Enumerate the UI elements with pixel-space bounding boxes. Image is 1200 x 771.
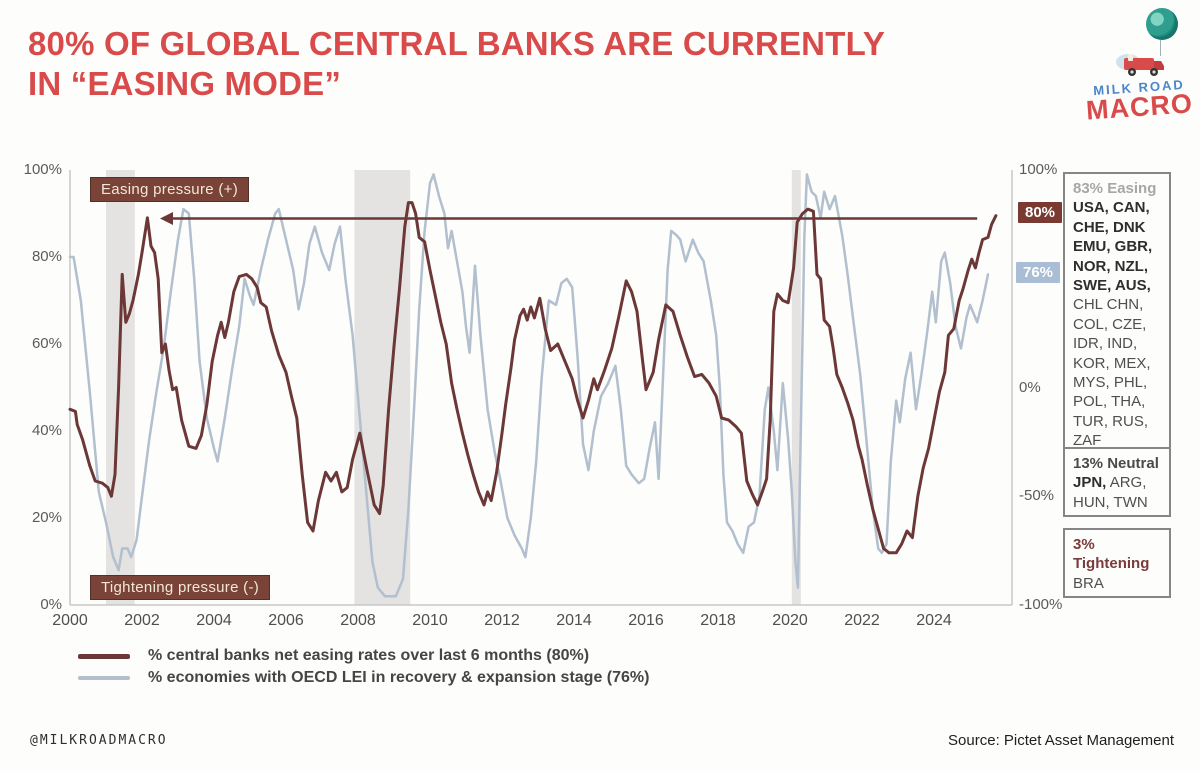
globe-icon [1146, 8, 1178, 40]
tick-label: 60% [31, 335, 62, 352]
tightening-countries-box: 3% Tightening BRA [1063, 528, 1171, 598]
tick-label: 2014 [556, 612, 592, 629]
tick-label: 2020 [772, 612, 808, 629]
tick-label: 2016 [628, 612, 664, 629]
neutral-box-header: 13% Neutral [1073, 455, 1159, 472]
tick-label: -100% [1019, 596, 1063, 613]
tick-label: 80% [31, 248, 62, 265]
neutral-countries-box: 13% Neutral JPN, ARG, HUN, TWN [1063, 447, 1171, 517]
tick-label: 2018 [700, 612, 736, 629]
easing-countries-box: 83% Easing USA, CAN, CHE, DNK EMU, GBR, … [1063, 172, 1171, 450]
truck-icon [1116, 54, 1164, 76]
easing-box-header: 83% Easing [1073, 180, 1157, 197]
legend-label: % central banks net easing rates over la… [148, 647, 590, 664]
tick-label: 2006 [268, 612, 304, 629]
tick-label: 40% [31, 422, 62, 439]
legend-swatch-gray [78, 676, 130, 680]
tightening-box-list: BRA [1073, 574, 1104, 592]
easing-pressure-label: Easing pressure (+) [90, 177, 250, 202]
legend-item-oecd-lei: % economies with OECD LEI in recovery & … [78, 667, 649, 689]
current-value-chip-80: 80% [1018, 201, 1063, 223]
tick-label: 2008 [340, 612, 376, 629]
tick-label: 2010 [412, 612, 448, 629]
tick-label: 2002 [124, 612, 160, 629]
page-title: 80% OF GLOBAL CENTRAL BANKS ARE CURRENTL… [28, 24, 885, 104]
tick-label: -50% [1019, 487, 1055, 505]
social-handle: @MILKROADMACRO [30, 733, 168, 748]
tightening-pressure-label: Tightening pressure (-) [90, 575, 271, 600]
neutral-box-bold: JPN, [1073, 474, 1107, 492]
balloon-string-icon [1160, 40, 1161, 56]
tick-label: 2022 [844, 612, 880, 629]
title-line-1: 80% OF GLOBAL CENTRAL BANKS ARE CURRENTL… [28, 25, 886, 62]
title-line-2: IN “EASING MODE” [28, 65, 342, 102]
tick-label: 0% [1019, 378, 1041, 396]
tick-label: 0% [40, 596, 62, 613]
legend: % central banks net easing rates over la… [78, 645, 649, 689]
neutral-box-list: JPN, ARG, HUN, TWN [1073, 473, 1161, 512]
tick-label: 100% [1019, 161, 1058, 178]
current-value-chip-76: 76% [1016, 262, 1061, 284]
tick-label: 2004 [196, 612, 232, 629]
milk-road-macro-logo: MILK ROAD MACRO [1085, 4, 1194, 126]
tightening-box-header: 3% Tightening [1073, 536, 1150, 573]
tick-label: 20% [31, 509, 62, 526]
tick-label: 100% [23, 161, 62, 178]
tick-label: 2012 [484, 612, 520, 629]
legend-item-central-banks: % central banks net easing rates over la… [78, 645, 649, 667]
neutral-box-regular: ARG, HUN, TWN [1073, 474, 1148, 511]
legend-label: % economies with OECD LEI in recovery & … [148, 669, 650, 686]
tick-label: 2000 [52, 612, 88, 629]
easing-box-developed-list: USA, CAN, CHE, DNK EMU, GBR, NOR, NZL, S… [1073, 199, 1153, 295]
easing-box-emerging-list: CHL CHN, COL, CZE, IDR, IND, KOR, MEX, M… [1073, 296, 1151, 450]
tick-label: 2024 [916, 612, 952, 629]
source-credit: Source: Pictet Asset Management [948, 732, 1174, 749]
legend-swatch-maroon [78, 653, 130, 659]
